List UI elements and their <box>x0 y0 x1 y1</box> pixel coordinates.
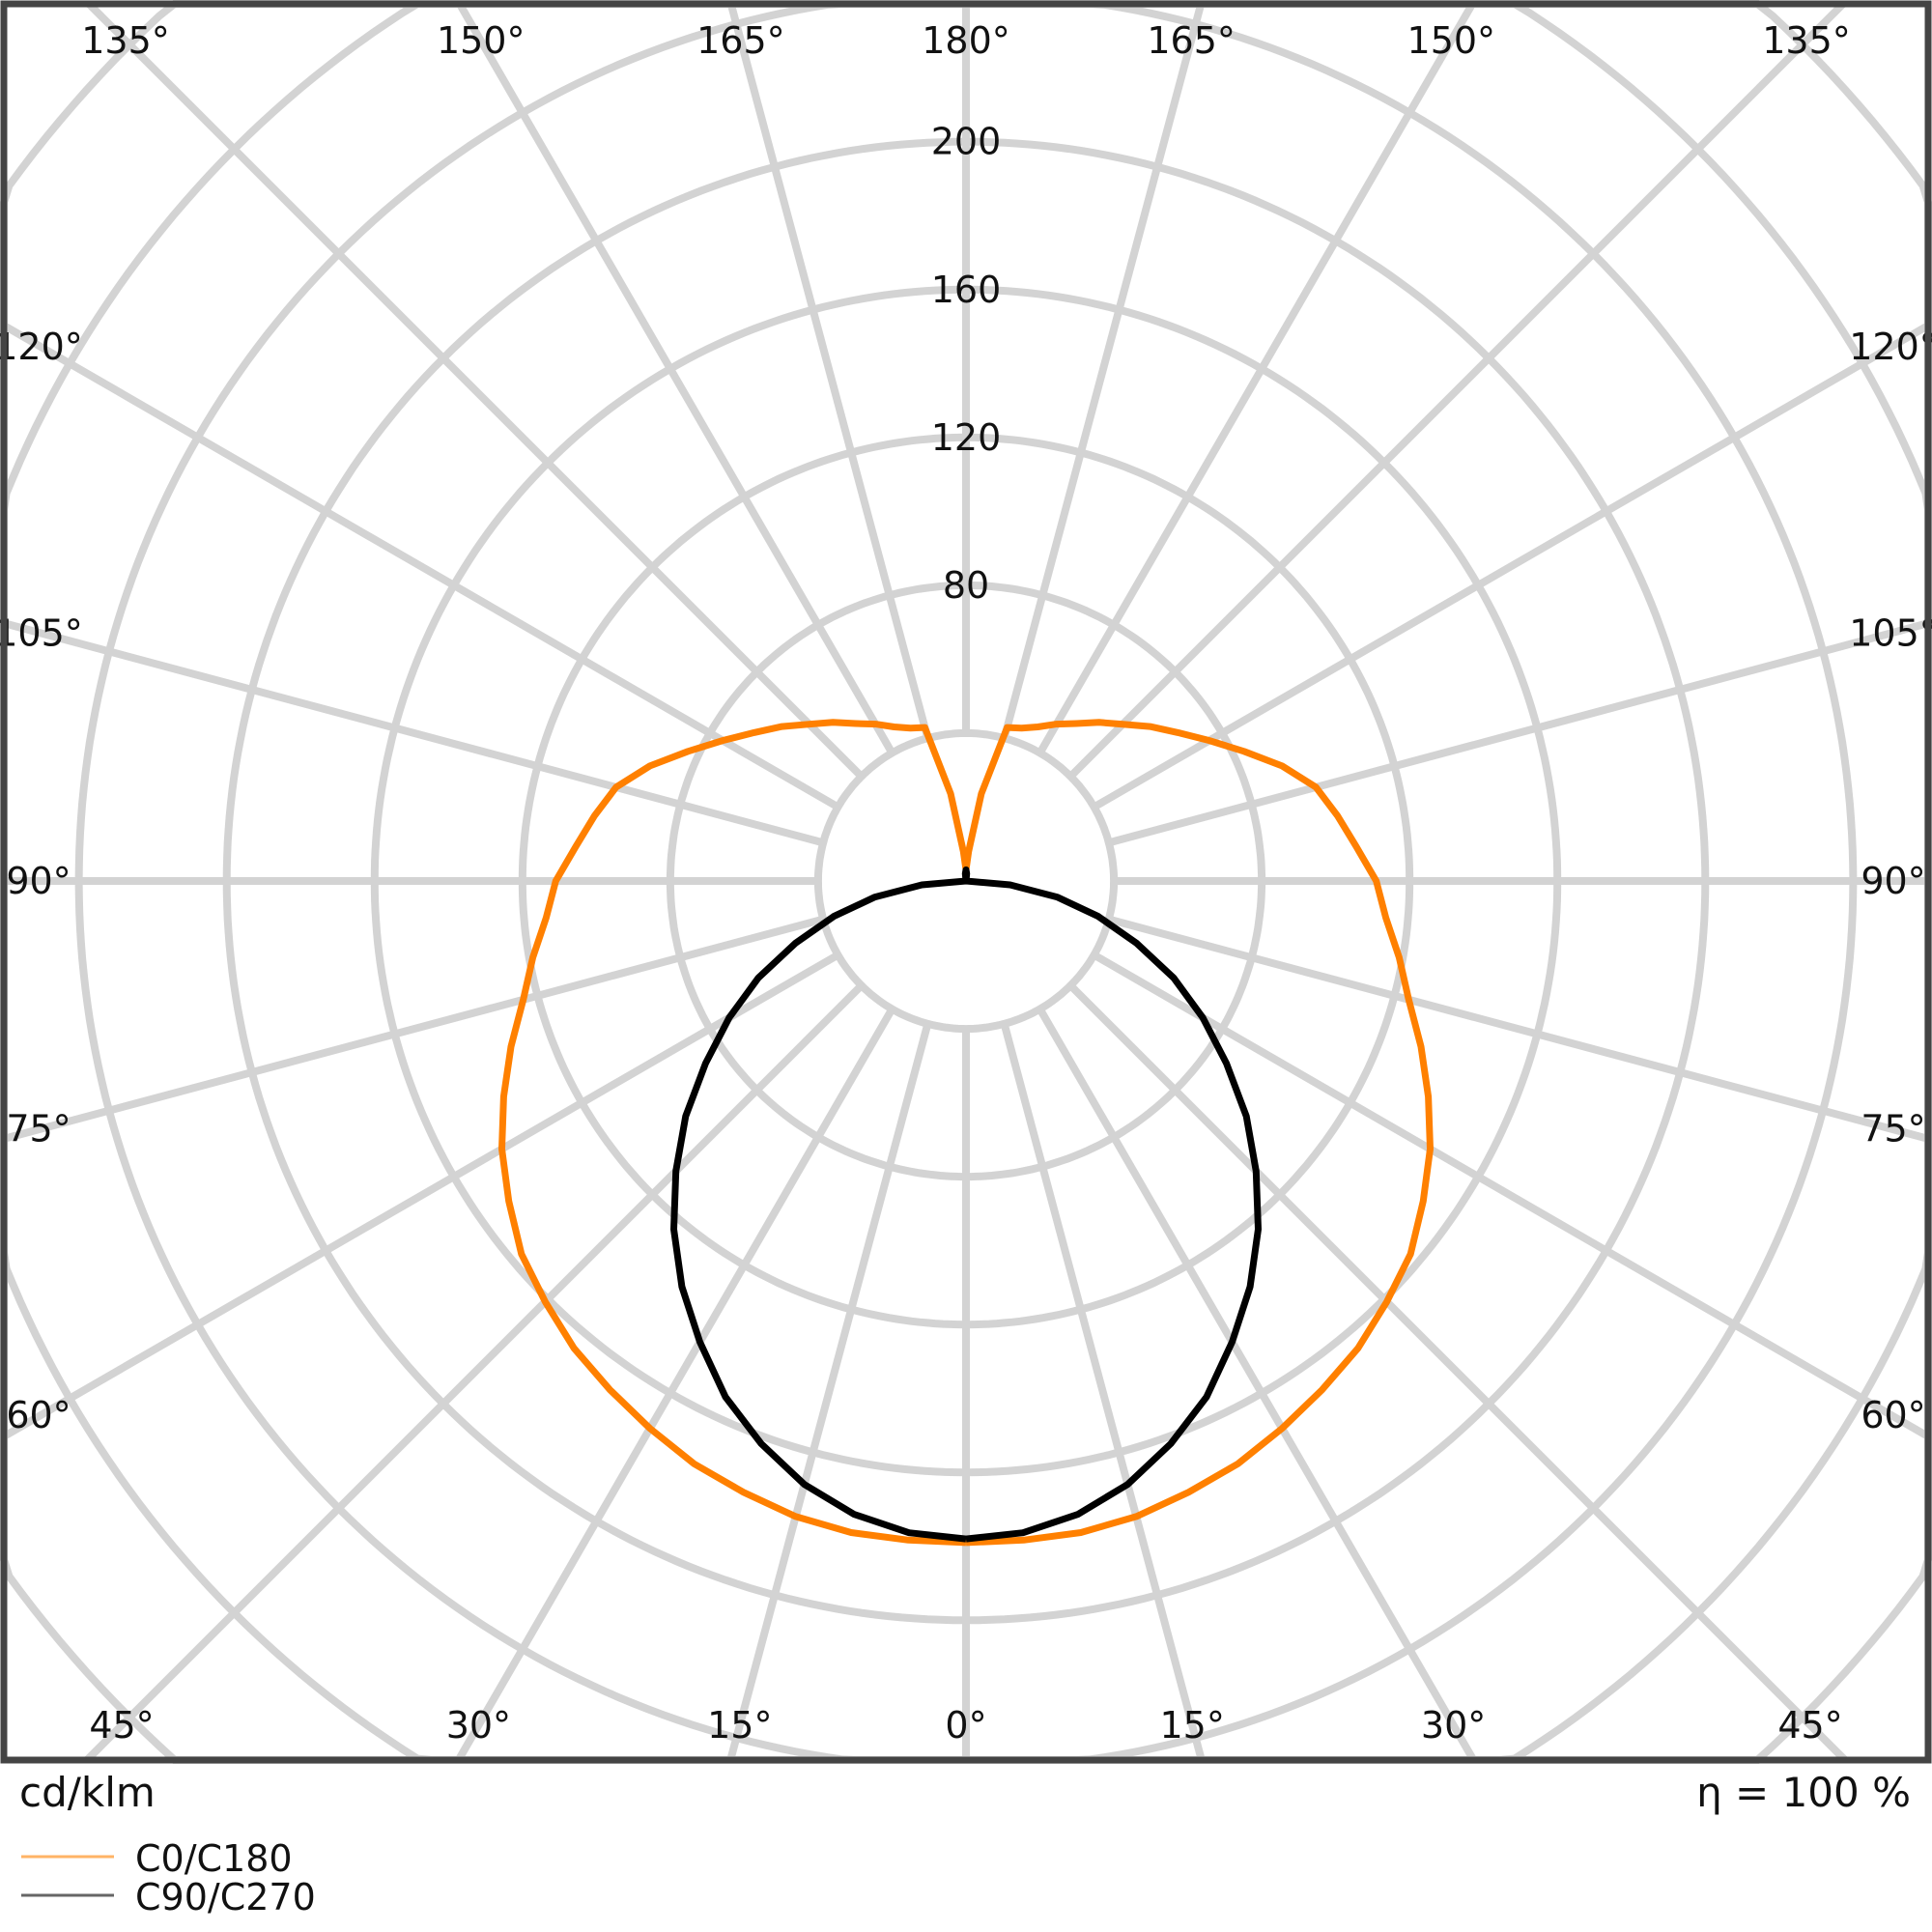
grid-spoke <box>1107 915 1930 1143</box>
radial-tick-label: 160 <box>931 269 1002 311</box>
angle-label: 150° <box>1407 19 1496 62</box>
angle-label: 120° <box>0 326 83 368</box>
radial-tick-label: 80 <box>943 564 989 607</box>
grid-spoke <box>726 1022 932 1762</box>
polar-grid <box>0 0 1932 1764</box>
grid-spoke <box>2 952 840 1440</box>
grid-spoke <box>726 2 932 740</box>
angle-label: 45° <box>1777 1704 1842 1747</box>
angle-label: 30° <box>446 1704 511 1747</box>
angle-label: 135° <box>1762 19 1851 62</box>
legend-label-c0-c180: C0/C180 <box>135 1837 293 1880</box>
grid-spoke <box>2 322 840 810</box>
radial-tick-label: 120 <box>931 416 1002 459</box>
angle-label: 180° <box>922 19 1010 62</box>
angle-label: 60° <box>1861 1394 1925 1436</box>
angle-label: 15° <box>1160 1704 1225 1747</box>
grid-spoke <box>456 2 895 755</box>
unit-label: cd/klm <box>19 1769 156 1816</box>
angle-label: 105° <box>0 611 83 654</box>
angle-label: 105° <box>1849 611 1932 654</box>
series-curve-c90-c270 <box>670 867 1262 1543</box>
grid-spoke <box>84 982 865 1763</box>
grid-spoke <box>1067 1 1846 780</box>
legend: C0/C180 C90/C270 <box>21 1837 316 1918</box>
grid-spoke <box>2 619 825 847</box>
angle-label: 15° <box>707 1704 772 1747</box>
angle-label: 150° <box>437 19 526 62</box>
grid-spoke <box>1092 322 1930 810</box>
angle-label: 165° <box>696 19 785 62</box>
angle-label: 135° <box>81 19 170 62</box>
efficiency-label: η = 100 % <box>1696 1769 1911 1816</box>
radial-tick-label: 200 <box>931 121 1002 163</box>
angle-label: 165° <box>1147 19 1236 62</box>
angle-label: 90° <box>1861 860 1925 902</box>
curves <box>498 719 1434 1547</box>
angle-label: 90° <box>6 860 71 902</box>
angle-label: 30° <box>1421 1704 1486 1747</box>
angle-label: 0° <box>945 1704 986 1747</box>
angle-label: 45° <box>89 1704 154 1747</box>
grid-spoke <box>2 915 825 1143</box>
grid-spoke <box>1000 1022 1206 1762</box>
legend-label-c90-c270: C90/C270 <box>135 1876 316 1918</box>
plot-frame <box>0 0 1932 1764</box>
angle-label: 60° <box>6 1394 71 1436</box>
grid-spoke <box>1037 1007 1477 1763</box>
angle-label: 75° <box>6 1108 71 1151</box>
radial-tick-labels: 80 120 160 200 <box>931 121 1002 607</box>
grid-spoke <box>86 1 865 780</box>
angle-labels: 135° 150° 165° 180° 165° 150° 135° 45° 30° 15° 0° 1… <box>0 19 1932 1747</box>
angle-label: 120° <box>1849 326 1932 368</box>
grid-spoke <box>1067 982 1848 1763</box>
angle-label: 75° <box>1861 1108 1925 1151</box>
grid-spoke <box>1092 952 1930 1440</box>
grid-spoke <box>1000 2 1206 740</box>
grid-spoke <box>1107 619 1930 847</box>
grid-spoke <box>1037 2 1476 755</box>
grid-spoke <box>455 1007 895 1762</box>
